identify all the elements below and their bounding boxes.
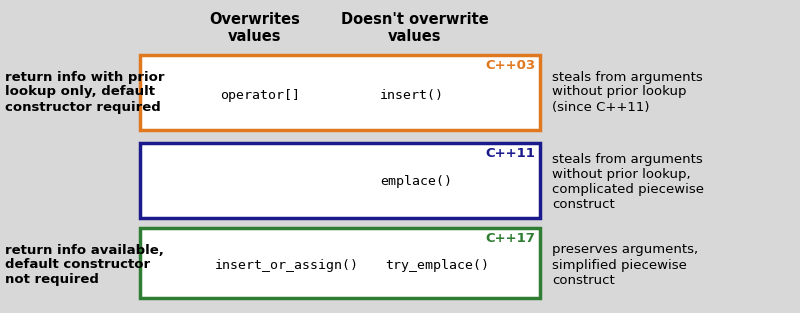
Bar: [140, 228, 540, 298]
Text: preserves arguments,
simplified piecewise
construct: preserves arguments, simplified piecewis…: [552, 244, 698, 286]
Text: insert(): insert(): [380, 89, 444, 101]
Bar: [140, 143, 540, 218]
Text: Overwrites
values: Overwrites values: [210, 12, 301, 44]
Text: steals from arguments
without prior lookup,
complicated piecewise
construct: steals from arguments without prior look…: [552, 153, 704, 211]
Text: C++17: C++17: [485, 232, 535, 245]
Text: return info with prior
lookup only, default
constructor required: return info with prior lookup only, defa…: [5, 70, 165, 114]
Text: emplace(): emplace(): [380, 176, 452, 188]
Text: steals from arguments
without prior lookup
(since C++11): steals from arguments without prior look…: [552, 70, 702, 114]
Text: return info available,
default constructor
not required: return info available, default construct…: [5, 244, 164, 286]
Text: operator[]: operator[]: [220, 89, 300, 101]
Text: C++11: C++11: [485, 147, 535, 160]
Text: C++03: C++03: [485, 59, 535, 72]
Text: try_emplace(): try_emplace(): [385, 259, 489, 271]
Text: Doesn't overwrite
values: Doesn't overwrite values: [341, 12, 489, 44]
Text: insert_or_assign(): insert_or_assign(): [215, 259, 359, 271]
Bar: [140, 55, 540, 130]
